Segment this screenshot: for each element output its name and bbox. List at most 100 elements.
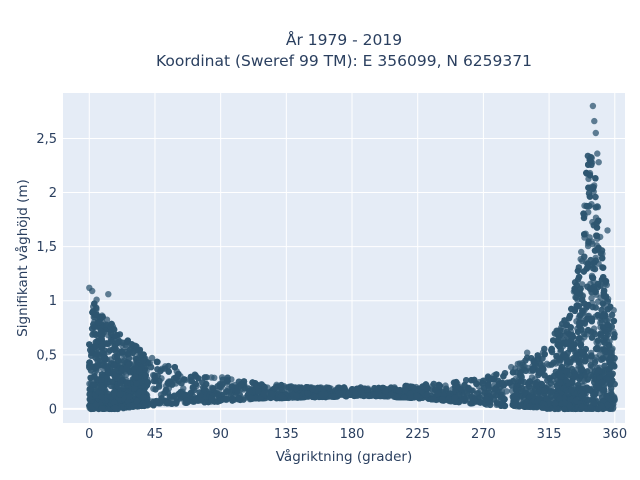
data-point bbox=[488, 375, 495, 383]
data-point bbox=[514, 360, 521, 368]
data-point bbox=[110, 326, 118, 333]
data-point bbox=[585, 161, 592, 168]
data-point bbox=[517, 369, 524, 376]
data-point bbox=[506, 379, 513, 386]
data-point bbox=[158, 395, 165, 402]
data-point bbox=[592, 304, 599, 311]
data-point bbox=[109, 378, 116, 385]
data-point bbox=[500, 373, 507, 380]
data-point bbox=[91, 392, 99, 399]
data-point bbox=[593, 345, 601, 353]
data-point bbox=[547, 380, 554, 387]
data-point bbox=[110, 362, 118, 369]
data-point bbox=[546, 375, 553, 382]
data-point bbox=[223, 378, 231, 385]
data-points bbox=[86, 102, 618, 413]
data-point bbox=[548, 347, 555, 354]
data-point bbox=[541, 372, 548, 379]
data-point bbox=[562, 377, 570, 384]
data-point bbox=[579, 349, 586, 356]
data-point bbox=[271, 385, 279, 392]
data-point bbox=[224, 388, 231, 395]
data-point bbox=[587, 361, 594, 369]
data-point bbox=[246, 388, 253, 395]
data-point bbox=[171, 364, 178, 371]
data-point bbox=[592, 204, 599, 211]
data-point bbox=[124, 350, 132, 358]
data-point bbox=[579, 307, 586, 314]
data-point bbox=[494, 400, 501, 407]
data-point bbox=[111, 390, 118, 397]
data-point bbox=[571, 307, 579, 314]
data-point bbox=[229, 395, 236, 402]
data-point bbox=[607, 303, 614, 310]
data-point bbox=[181, 376, 188, 383]
data-point bbox=[602, 334, 609, 341]
data-point bbox=[574, 267, 582, 275]
data-point bbox=[600, 289, 607, 297]
data-point bbox=[148, 354, 156, 362]
data-point bbox=[154, 358, 161, 366]
data-point bbox=[91, 373, 98, 380]
data-point bbox=[611, 396, 618, 403]
data-point bbox=[154, 366, 161, 373]
data-point bbox=[463, 377, 470, 384]
data-point bbox=[90, 323, 98, 331]
data-point bbox=[543, 395, 550, 402]
data-point bbox=[98, 376, 105, 383]
data-point bbox=[509, 369, 517, 376]
data-point bbox=[593, 232, 600, 239]
data-point bbox=[606, 371, 613, 378]
data-point bbox=[228, 383, 235, 390]
data-point bbox=[584, 263, 591, 271]
data-point bbox=[593, 224, 601, 231]
data-point bbox=[162, 386, 170, 394]
data-point bbox=[577, 342, 584, 349]
data-point bbox=[175, 390, 182, 398]
data-point bbox=[457, 386, 464, 393]
data-point bbox=[123, 338, 131, 346]
data-point bbox=[580, 214, 588, 222]
data-point bbox=[555, 355, 562, 362]
data-point bbox=[522, 357, 529, 364]
data-point bbox=[325, 384, 332, 392]
chart-title: År 1979 - 2019 bbox=[286, 30, 402, 49]
data-point bbox=[86, 341, 93, 348]
data-point bbox=[278, 381, 285, 389]
data-point bbox=[142, 372, 149, 379]
data-point bbox=[252, 395, 259, 402]
data-point bbox=[512, 386, 520, 393]
data-point bbox=[114, 339, 122, 346]
data-point bbox=[298, 384, 305, 391]
data-point bbox=[413, 392, 421, 400]
data-point bbox=[164, 399, 171, 407]
data-point bbox=[563, 322, 570, 329]
data-point bbox=[599, 264, 607, 271]
data-point bbox=[304, 389, 311, 397]
data-point bbox=[598, 276, 606, 283]
data-point bbox=[581, 253, 588, 260]
data-point bbox=[115, 357, 122, 364]
data-point bbox=[165, 368, 172, 375]
data-point bbox=[99, 313, 106, 321]
data-point bbox=[561, 405, 568, 412]
data-point bbox=[592, 175, 599, 182]
data-point bbox=[592, 193, 599, 201]
data-point bbox=[608, 311, 616, 319]
chart-subtitle: Koordinat (Sweref 99 TM): E 356099, N 62… bbox=[156, 52, 532, 70]
data-point bbox=[208, 374, 215, 381]
data-point bbox=[585, 238, 592, 245]
data-point bbox=[591, 265, 599, 273]
data-point bbox=[572, 397, 579, 405]
data-point bbox=[103, 340, 110, 347]
data-point bbox=[108, 337, 115, 345]
data-point bbox=[610, 317, 618, 325]
data-point bbox=[86, 386, 93, 393]
data-point bbox=[192, 372, 199, 380]
data-point bbox=[219, 381, 226, 388]
data-point bbox=[501, 402, 509, 409]
data-point bbox=[175, 370, 182, 378]
data-point bbox=[88, 349, 95, 356]
data-point bbox=[575, 273, 583, 281]
data-point bbox=[595, 217, 602, 224]
